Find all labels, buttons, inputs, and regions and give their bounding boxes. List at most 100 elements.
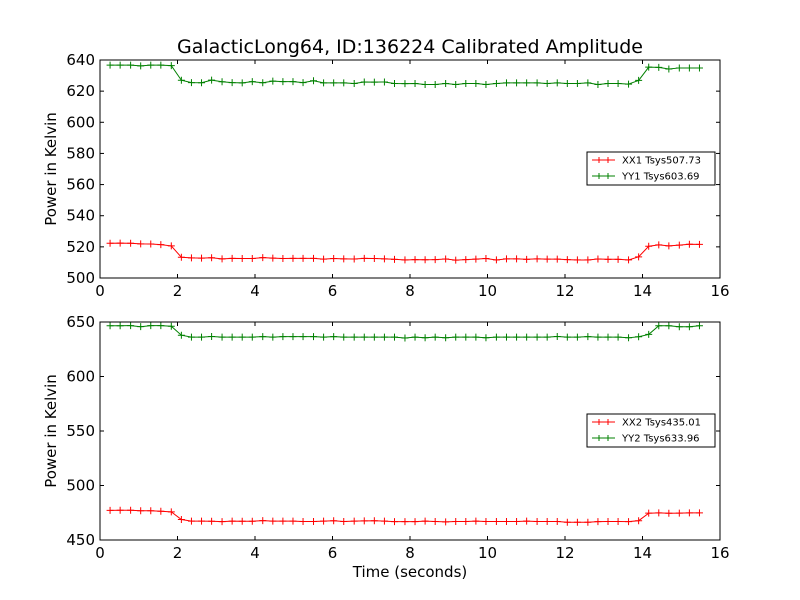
- data-point: [116, 322, 124, 330]
- data-point: [665, 322, 673, 330]
- data-point: [330, 517, 338, 525]
- data-point: [157, 241, 165, 249]
- data-point: [320, 333, 328, 341]
- y-tick-label: 640: [66, 51, 95, 69]
- x-tick-label: 2: [173, 282, 183, 300]
- x-tick-label: 8: [405, 282, 415, 300]
- data-point: [625, 334, 633, 342]
- data-point: [695, 322, 703, 330]
- data-point: [299, 517, 307, 525]
- data-point: [289, 78, 297, 86]
- data-point: [584, 256, 592, 264]
- data-point: [350, 80, 358, 88]
- data-point: [208, 254, 216, 262]
- x-tick-label: 6: [328, 282, 338, 300]
- data-point: [167, 322, 175, 330]
- y-tick-label: 650: [66, 313, 95, 331]
- data-point: [614, 333, 622, 341]
- data-point: [340, 255, 348, 263]
- data-point: [421, 517, 429, 525]
- data-point: [573, 518, 581, 526]
- data-point: [330, 79, 338, 87]
- data-point: [513, 255, 521, 263]
- x-tick-label: 16: [710, 282, 729, 300]
- data-point: [645, 330, 653, 338]
- data-point: [350, 517, 358, 525]
- x-tick-label: 16: [710, 544, 729, 562]
- data-point: [401, 518, 409, 526]
- data-point: [370, 333, 378, 341]
- data-point: [127, 239, 135, 247]
- data-point: [299, 79, 307, 87]
- data-point: [553, 255, 561, 263]
- data-point: [553, 332, 561, 340]
- data-point: [594, 333, 602, 341]
- data-point: [127, 506, 135, 514]
- data-point: [645, 63, 653, 71]
- y-tick-label: 550: [66, 422, 95, 440]
- x-tick-label: 0: [95, 544, 105, 562]
- data-point: [421, 80, 429, 88]
- data-point: [411, 333, 419, 341]
- data-point: [563, 80, 571, 88]
- data-point: [137, 323, 145, 331]
- data-point: [553, 79, 561, 87]
- data-point: [340, 333, 348, 341]
- data-point: [431, 517, 439, 525]
- data-point: [675, 241, 683, 249]
- data-point: [685, 323, 693, 331]
- data-point: [635, 76, 643, 84]
- data-point: [299, 333, 307, 341]
- x-tick-label: 12: [555, 282, 574, 300]
- data-point: [492, 517, 500, 525]
- data-point: [238, 517, 246, 525]
- data-point: [625, 80, 633, 88]
- data-point: [625, 518, 633, 526]
- data-point: [472, 80, 480, 88]
- legend-marker: [596, 173, 611, 179]
- data-point: [695, 64, 703, 72]
- data-point: [482, 334, 490, 342]
- x-tick-label: 2: [173, 544, 183, 562]
- data-point: [320, 517, 328, 525]
- y-tick-label: 600: [66, 113, 95, 131]
- data-point: [380, 517, 388, 525]
- data-point: [431, 80, 439, 88]
- data-point: [218, 333, 226, 341]
- data-point: [320, 255, 328, 263]
- data-point: [350, 333, 358, 341]
- data-point: [147, 61, 155, 69]
- data-point: [442, 255, 450, 263]
- y-tick-label: 580: [66, 144, 95, 162]
- data-point: [218, 518, 226, 526]
- data-point: [675, 323, 683, 331]
- data-point: [513, 517, 521, 525]
- data-point: [695, 509, 703, 517]
- series-2-group: [106, 322, 703, 342]
- data-point: [533, 517, 541, 525]
- data-point: [279, 517, 287, 525]
- data-point: [665, 65, 673, 73]
- data-point: [330, 255, 338, 263]
- x-tick-label: 14: [633, 544, 652, 562]
- data-point: [614, 255, 622, 263]
- data-point: [310, 517, 318, 525]
- x-tick-label: 4: [250, 544, 260, 562]
- data-point: [279, 255, 287, 263]
- data-point: [604, 80, 612, 88]
- data-point: [289, 517, 297, 525]
- data-point: [259, 333, 267, 341]
- data-point: [635, 517, 643, 525]
- data-point: [289, 333, 297, 341]
- data-point: [523, 255, 531, 263]
- data-point: [665, 509, 673, 517]
- data-point: [116, 506, 124, 514]
- data-point: [177, 76, 185, 84]
- legend-label: YY1 Tsys603.69: [621, 172, 700, 183]
- data-point: [533, 255, 541, 263]
- y-tick-label: 450: [66, 531, 95, 549]
- data-point: [167, 242, 175, 250]
- data-point: [635, 333, 643, 341]
- data-point: [563, 518, 571, 526]
- series-2-group: [106, 61, 703, 88]
